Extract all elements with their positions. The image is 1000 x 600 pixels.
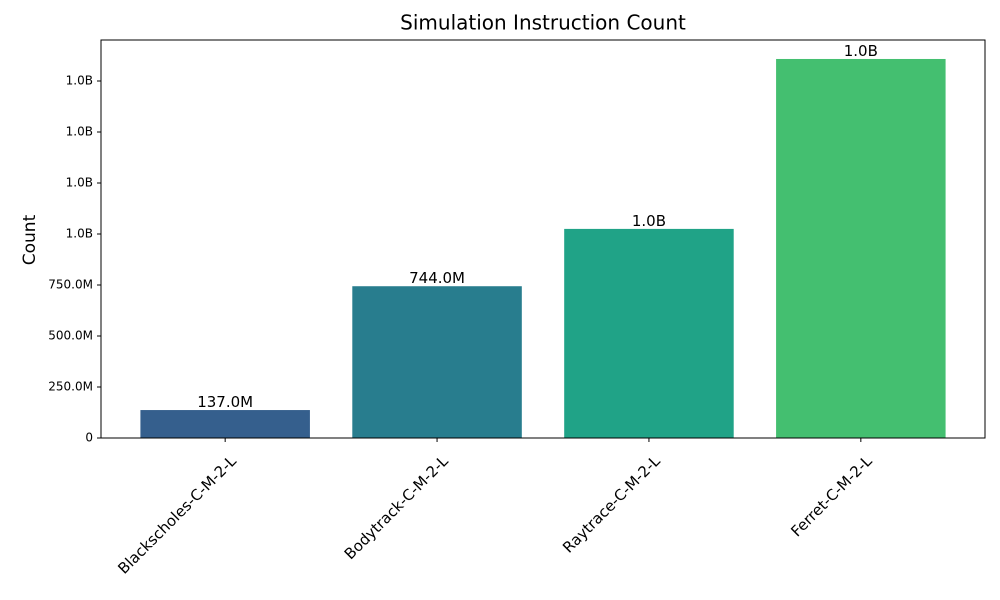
y-axis-label: Count (20, 214, 40, 265)
x-tick-label: Blackscholes-C-M-2-L (114, 452, 240, 578)
x-tick-label: Raytrace-C-M-2-L (559, 452, 664, 557)
y-tick-label: 500.0M (48, 329, 93, 343)
y-tick-label: 250.0M (48, 380, 93, 394)
y-tick-label: 0 (85, 431, 93, 445)
y-tick-label: 750.0M (48, 278, 93, 292)
bar (140, 410, 310, 438)
bar (352, 286, 522, 438)
y-tick-label: 1.0B (66, 176, 93, 190)
x-tick-label: Ferret-C-M-2-L (787, 452, 876, 541)
value-label: 1.0B (844, 42, 878, 60)
y-tick-label: 1.0B (66, 74, 93, 88)
value-label: 744.0M (409, 269, 465, 287)
value-label: 137.0M (197, 393, 253, 411)
y-tick-label: 1.0B (66, 227, 93, 241)
plot-frame (100, 39, 986, 439)
value-label: 1.0B (632, 212, 666, 230)
bar (776, 58, 946, 439)
chart-title: Simulation Instruction Count (400, 11, 686, 35)
x-tick-label: Bodytrack-C-M-2-L (341, 452, 452, 563)
y-tick-label: 1.0B (66, 125, 93, 139)
bar (564, 228, 734, 438)
